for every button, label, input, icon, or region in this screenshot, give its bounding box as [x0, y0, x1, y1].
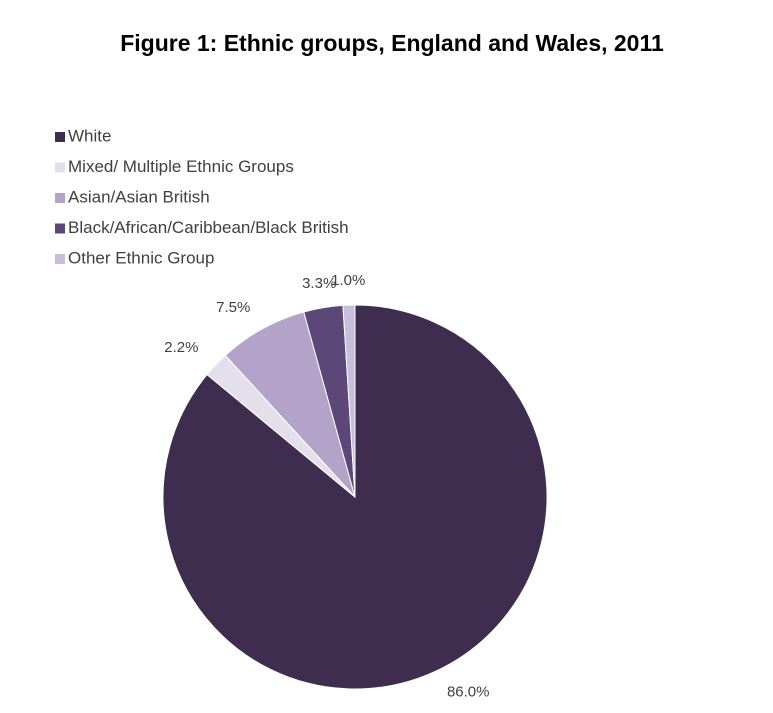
- legend-label: Other Ethnic Group: [68, 248, 214, 267]
- legend-swatch: [55, 193, 65, 203]
- data-label: 86.0%: [447, 683, 490, 700]
- legend-label: Mixed/ Multiple Ethnic Groups: [68, 157, 294, 176]
- legend-swatch: [55, 132, 65, 142]
- data-label: 3.3%: [302, 275, 336, 292]
- data-label: 1.0%: [331, 272, 365, 289]
- data-label: 7.5%: [216, 299, 250, 316]
- legend-swatch: [55, 254, 65, 264]
- legend-label: Asian/Asian British: [68, 187, 210, 206]
- legend-swatch: [55, 162, 65, 173]
- legend-label: White: [68, 126, 111, 145]
- legend-label: Black/African/Caribbean/Black British: [68, 218, 349, 237]
- legend-swatch: [55, 223, 65, 234]
- pie-slice: [342, 304, 356, 498]
- chart-title: Figure 1: Ethnic groups, England and Wal…: [120, 30, 664, 56]
- data-label: 2.2%: [164, 339, 198, 356]
